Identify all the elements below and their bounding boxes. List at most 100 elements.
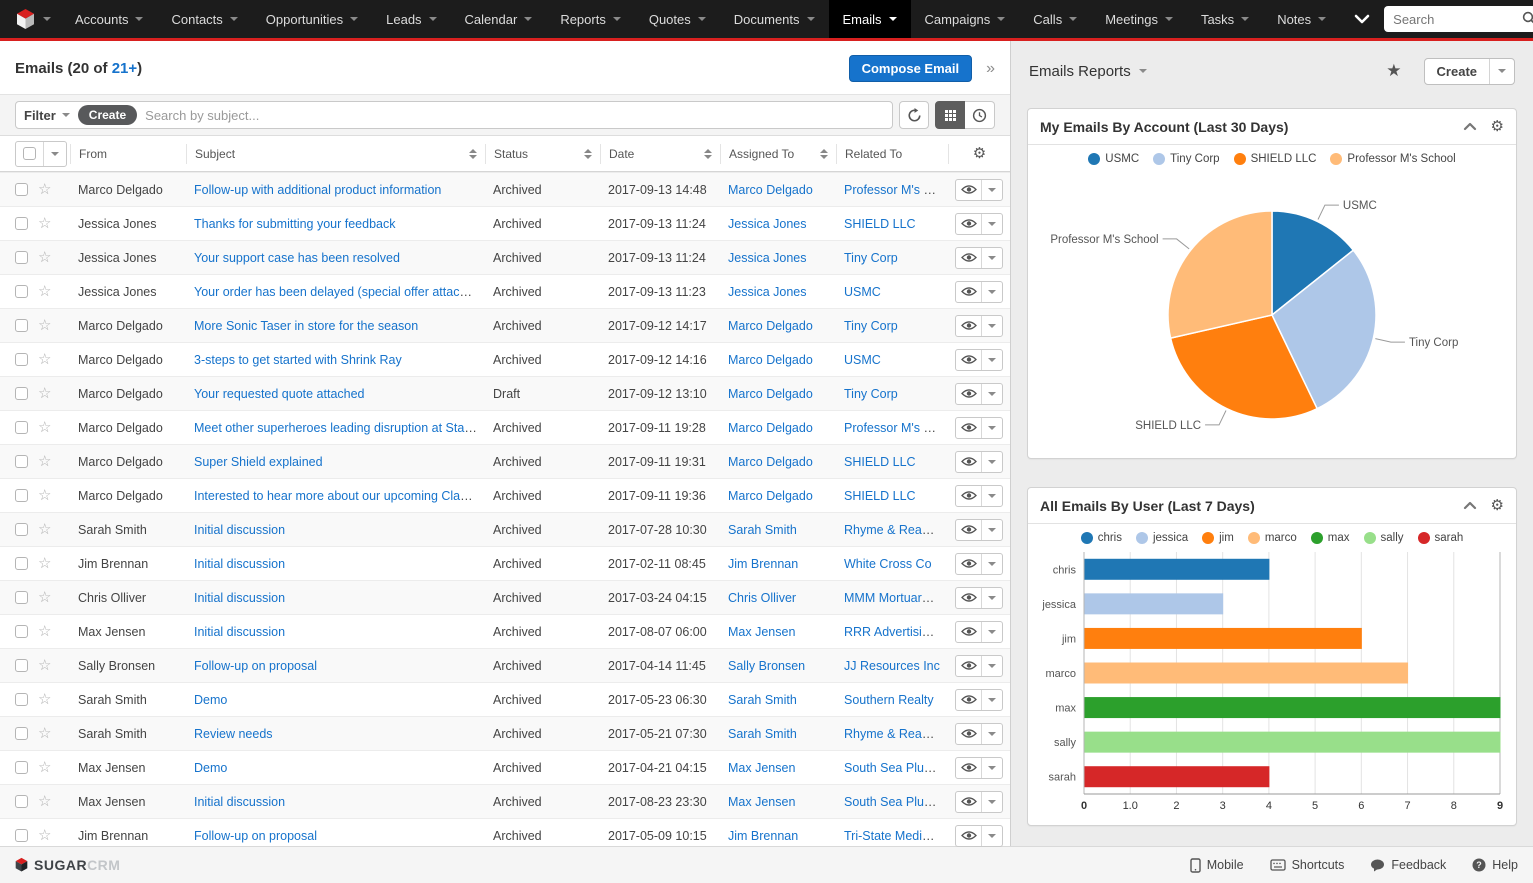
assigned-to-link[interactable]: Marco Delgado: [728, 352, 813, 367]
preview-button[interactable]: [956, 757, 982, 778]
related-to-link[interactable]: White Cross Co: [844, 556, 932, 571]
star-icon[interactable]: ☆: [38, 283, 52, 300]
column-header-assigned-to[interactable]: Assigned To: [720, 143, 836, 164]
nav-item-calendar[interactable]: Calendar: [451, 0, 547, 38]
star-icon[interactable]: ☆: [38, 351, 52, 368]
row-actions-dropdown[interactable]: [982, 418, 1002, 438]
nav-item-documents[interactable]: Documents: [720, 0, 829, 38]
star-icon[interactable]: ☆: [38, 181, 52, 198]
nav-item-notes[interactable]: Notes: [1263, 0, 1340, 38]
favorite-star-icon[interactable]: ★: [1386, 61, 1402, 80]
subject-search-input[interactable]: [145, 107, 884, 123]
related-to-link[interactable]: Tiny Corp: [844, 318, 898, 333]
create-filter-button[interactable]: Create: [77, 105, 138, 125]
row-actions-dropdown[interactable]: [982, 520, 1002, 540]
related-to-link[interactable]: MMM Mortuary C...: [844, 590, 948, 605]
star-icon[interactable]: ☆: [38, 589, 52, 606]
row-actions-dropdown[interactable]: [982, 350, 1002, 370]
row-actions-dropdown[interactable]: [982, 180, 1002, 200]
legend-item[interactable]: Professor M's School: [1330, 153, 1456, 165]
column-header-status[interactable]: Status: [485, 143, 600, 164]
bar-sarah[interactable]: [1084, 766, 1270, 788]
row-checkbox[interactable]: [15, 285, 28, 298]
column-settings-gear-icon[interactable]: ⚙: [972, 145, 987, 162]
footer-link-shortcuts[interactable]: Shortcuts: [1269, 858, 1344, 872]
preview-button[interactable]: [956, 383, 982, 404]
legend-item[interactable]: USMC: [1088, 153, 1139, 165]
row-checkbox[interactable]: [15, 591, 28, 604]
subject-link[interactable]: Follow-up on proposal: [194, 828, 317, 843]
column-header-date[interactable]: Date: [600, 143, 720, 164]
refresh-button[interactable]: [899, 101, 929, 129]
subject-link[interactable]: Follow-up on proposal: [194, 658, 317, 673]
related-to-link[interactable]: Tiny Corp: [844, 386, 898, 401]
star-icon[interactable]: ☆: [38, 419, 52, 436]
bar-max[interactable]: [1084, 697, 1501, 719]
preview-button[interactable]: [956, 723, 982, 744]
preview-button[interactable]: [956, 349, 982, 370]
global-search-input[interactable]: [1384, 6, 1533, 32]
preview-button[interactable]: [956, 485, 982, 506]
subject-link[interactable]: Follow-up with additional product inform…: [194, 182, 442, 197]
nav-item-emails[interactable]: Emails: [828, 0, 911, 38]
pie-slice-usmc[interactable]: [1271, 210, 1355, 317]
bar-jim[interactable]: [1084, 627, 1362, 649]
preview-button[interactable]: [956, 621, 982, 642]
preview-button[interactable]: [956, 587, 982, 608]
subject-link[interactable]: Demo: [194, 692, 228, 707]
row-checkbox[interactable]: [15, 693, 28, 706]
subject-link[interactable]: Initial discussion: [194, 794, 286, 809]
row-checkbox[interactable]: [15, 217, 28, 230]
nav-item-leads[interactable]: Leads: [372, 0, 450, 38]
preview-button[interactable]: [956, 791, 982, 812]
assigned-to-link[interactable]: Marco Delgado: [728, 454, 813, 469]
nav-item-meetings[interactable]: Meetings: [1091, 0, 1187, 38]
row-checkbox[interactable]: [15, 795, 28, 808]
related-to-link[interactable]: RRR Advertising Inc.: [844, 624, 948, 639]
star-icon[interactable]: ☆: [38, 759, 52, 776]
subject-link[interactable]: Initial discussion: [194, 590, 286, 605]
preview-button[interactable]: [956, 451, 982, 472]
assigned-to-link[interactable]: Marco Delgado: [728, 182, 813, 197]
bar-chris[interactable]: [1084, 558, 1270, 580]
row-actions-dropdown[interactable]: [982, 282, 1002, 302]
assigned-to-link[interactable]: Max Jensen: [728, 794, 796, 809]
subject-link[interactable]: Initial discussion: [194, 624, 286, 639]
row-actions-dropdown[interactable]: [982, 724, 1002, 744]
assigned-to-link[interactable]: Max Jensen: [728, 760, 796, 775]
row-checkbox[interactable]: [15, 659, 28, 672]
row-actions-dropdown[interactable]: [982, 554, 1002, 574]
nav-item-accounts[interactable]: Accounts: [61, 0, 157, 38]
preview-button[interactable]: [956, 689, 982, 710]
row-actions-dropdown[interactable]: [982, 656, 1002, 676]
preview-button[interactable]: [956, 519, 982, 540]
row-checkbox[interactable]: [15, 251, 28, 264]
subject-link[interactable]: Review needs: [194, 726, 273, 741]
related-to-link[interactable]: SHIELD LLC: [844, 454, 916, 469]
row-checkbox[interactable]: [15, 829, 28, 842]
preview-button[interactable]: [956, 179, 982, 200]
row-checkbox[interactable]: [15, 387, 28, 400]
subject-link[interactable]: Super Shield explained: [194, 454, 323, 469]
row-checkbox[interactable]: [15, 727, 28, 740]
related-to-link[interactable]: Tiny Corp: [844, 250, 898, 265]
star-icon[interactable]: ☆: [38, 487, 52, 504]
legend-item[interactable]: chris: [1080, 532, 1122, 544]
legend-item[interactable]: jessica: [1135, 532, 1188, 544]
assigned-to-link[interactable]: Chris Olliver: [728, 590, 797, 605]
column-header-from[interactable]: From: [70, 143, 186, 164]
star-icon[interactable]: ☆: [38, 215, 52, 232]
star-icon[interactable]: ☆: [38, 453, 52, 470]
row-checkbox[interactable]: [15, 455, 28, 468]
more-modules-button[interactable]: [1340, 0, 1384, 38]
row-checkbox[interactable]: [15, 557, 28, 570]
subject-link[interactable]: Your order has been delayed (special off…: [194, 284, 485, 299]
legend-item[interactable]: sarah: [1417, 532, 1463, 544]
sort-icon[interactable]: [584, 148, 592, 159]
related-to-link[interactable]: SHIELD LLC: [844, 488, 916, 503]
compose-email-button[interactable]: Compose Email: [848, 55, 973, 82]
related-to-link[interactable]: JJ Resources Inc: [844, 658, 940, 673]
column-header-related-to[interactable]: Related To: [836, 143, 948, 164]
star-icon[interactable]: ☆: [38, 657, 52, 674]
star-icon[interactable]: ☆: [38, 691, 52, 708]
